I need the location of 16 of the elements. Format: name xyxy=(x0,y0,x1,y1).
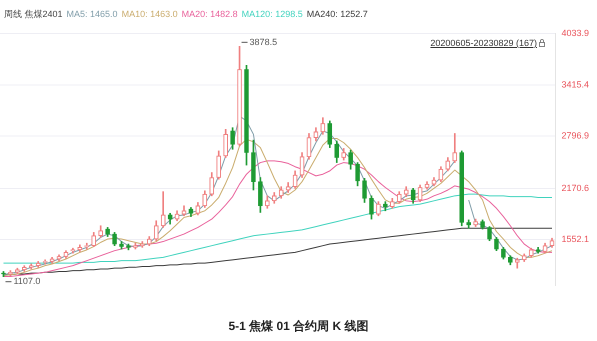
text: MA20: 1482.8 xyxy=(182,9,238,19)
text: MA10: 1463.0 xyxy=(122,9,178,19)
y-tick-label: 4033.9 xyxy=(561,28,590,38)
annotation: 3878.5 xyxy=(250,36,278,47)
y-tick-label: 2170.6 xyxy=(561,182,590,193)
y-tick-label: 3415.4 xyxy=(561,79,590,90)
annotation: 1107.0 xyxy=(13,276,40,286)
text: MA240: 1252.7 xyxy=(306,9,368,19)
legend-title: 周线 焦煤2401 xyxy=(4,9,63,19)
annotation: 20200605-20230829 (167) xyxy=(430,38,537,48)
candlestick xyxy=(1,271,6,278)
text: MA5: 1465.0 xyxy=(66,9,118,19)
text: MA120: 1298.5 xyxy=(242,9,303,19)
y-tick-label: 2796.9 xyxy=(561,130,590,141)
y-tick-label: 1552.1 xyxy=(561,234,590,244)
text: 5-1 焦煤 01 合约周 K 线图 xyxy=(227,318,370,335)
